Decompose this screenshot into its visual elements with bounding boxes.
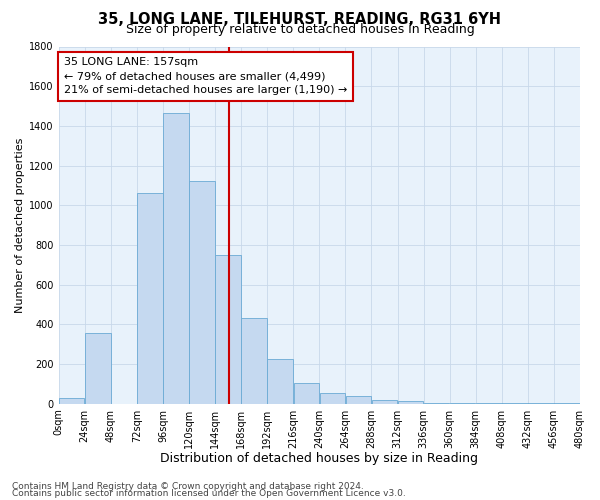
Bar <box>137 194 163 404</box>
Bar <box>268 359 293 404</box>
Text: Contains HM Land Registry data © Crown copyright and database right 2024.: Contains HM Land Registry data © Crown c… <box>12 482 364 491</box>
Bar <box>320 393 345 404</box>
Bar <box>424 402 449 404</box>
Bar <box>85 334 110 404</box>
Text: Contains public sector information licensed under the Open Government Licence v3: Contains public sector information licen… <box>12 489 406 498</box>
Bar <box>293 383 319 404</box>
Y-axis label: Number of detached properties: Number of detached properties <box>15 138 25 313</box>
Bar <box>346 396 371 404</box>
Bar <box>450 402 475 404</box>
Text: 35, LONG LANE, TILEHURST, READING, RG31 6YH: 35, LONG LANE, TILEHURST, READING, RG31 … <box>98 12 502 28</box>
Text: Size of property relative to detached houses in Reading: Size of property relative to detached ho… <box>125 22 475 36</box>
Bar <box>241 318 267 404</box>
Bar <box>372 400 397 404</box>
Bar <box>59 398 85 404</box>
Bar <box>163 113 189 404</box>
X-axis label: Distribution of detached houses by size in Reading: Distribution of detached houses by size … <box>160 452 478 465</box>
Bar <box>215 255 241 404</box>
Bar <box>476 403 502 404</box>
Bar <box>189 182 215 404</box>
Text: 35 LONG LANE: 157sqm
← 79% of detached houses are smaller (4,499)
21% of semi-de: 35 LONG LANE: 157sqm ← 79% of detached h… <box>64 57 347 95</box>
Bar <box>398 400 424 404</box>
